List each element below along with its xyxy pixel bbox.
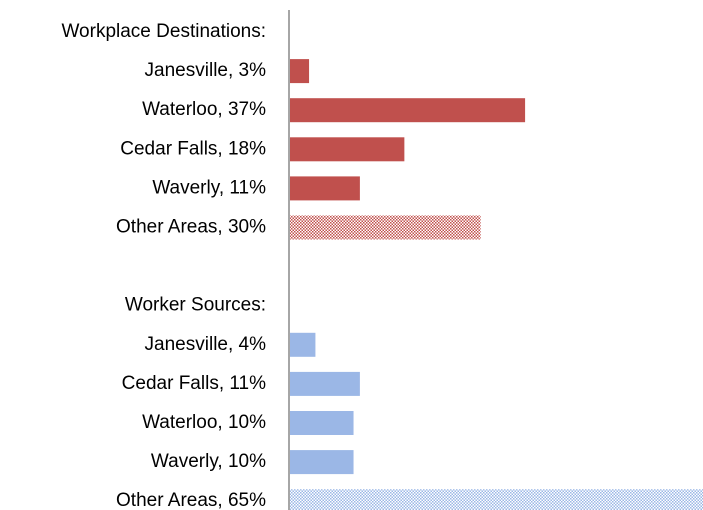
category-label: Janesville, 3%: [145, 60, 267, 81]
category-label: Other Areas, 30%: [116, 217, 266, 238]
category-label: Worker Sources:: [125, 295, 266, 316]
bar: [290, 489, 703, 510]
bar: [290, 59, 310, 84]
category-label: Waverly, 10%: [151, 451, 266, 472]
bar: [290, 176, 360, 201]
bar: [290, 215, 481, 240]
category-label: Waterloo, 10%: [142, 412, 266, 433]
bar: [290, 450, 354, 475]
category-label: Waterloo, 37%: [142, 99, 266, 120]
category-label: Other Areas, 65%: [116, 490, 266, 510]
bar: [290, 137, 405, 162]
category-label: Waverly, 11%: [152, 177, 266, 198]
bar: [290, 98, 526, 123]
category-label: Janesville, 4%: [145, 334, 267, 355]
bar: [290, 411, 354, 435]
bar: [290, 371, 360, 396]
category-label: Cedar Falls, 11%: [122, 373, 266, 394]
bar: [290, 332, 316, 357]
category-label: Workplace Destinations:: [61, 21, 266, 42]
category-label: Cedar Falls, 18%: [120, 138, 266, 159]
